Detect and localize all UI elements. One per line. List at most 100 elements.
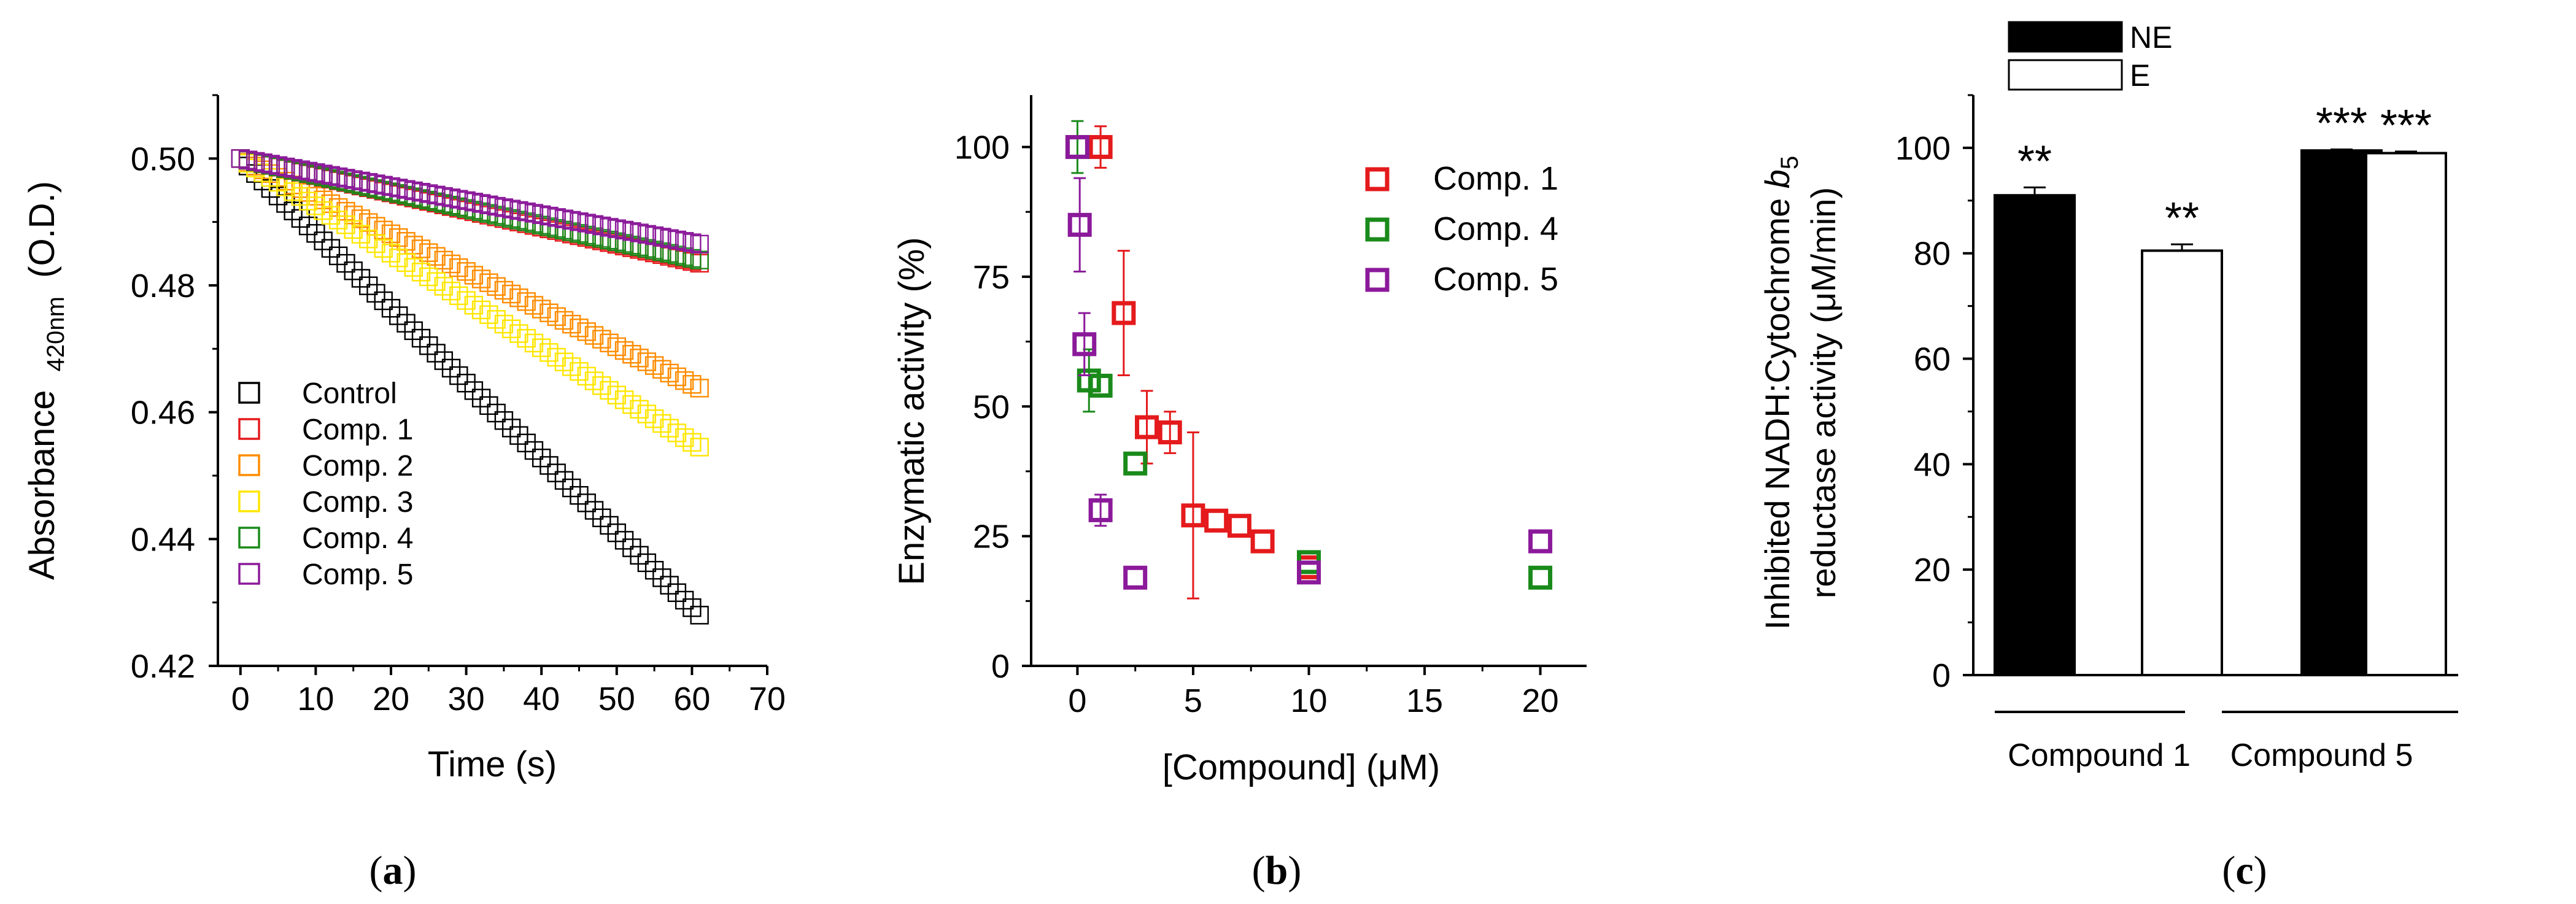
panel-a-point-0 <box>336 253 355 273</box>
panel-a-y-label-main: Absorbance <box>22 390 62 580</box>
panel-a-point-5 <box>683 233 702 252</box>
panel-a-point-2 <box>471 269 491 288</box>
panel-c-bar-ne <box>1994 194 2076 676</box>
panel-a-point-0 <box>501 419 521 438</box>
panel-a-point-3 <box>291 187 311 206</box>
panel-c-significance: *** <box>2380 101 2432 150</box>
panel-a-point-0 <box>411 328 431 348</box>
panel-b-point-2 <box>1067 212 1092 237</box>
panel-a-caption-letter: a <box>383 848 403 893</box>
panel-a-point-5 <box>268 156 288 175</box>
panel-a-point-2 <box>494 280 514 300</box>
panel-a-y-tick-label: 0.48 <box>131 268 195 304</box>
panel-a-point-5 <box>366 174 385 193</box>
panel-a-point-0 <box>517 433 536 453</box>
panel-a-point-0 <box>540 456 559 475</box>
panel-a-point-5 <box>328 167 348 187</box>
panel-a-point-5 <box>246 152 265 171</box>
panel-a-point-2 <box>411 239 431 258</box>
panel-b-point-0 <box>1158 420 1182 445</box>
panel-a-point-5 <box>494 198 514 217</box>
panel-c-caption-letter: c <box>2235 848 2253 893</box>
panel-c-bar-e <box>2141 249 2223 676</box>
panel-a-y-label-unit: (O.D.) <box>22 181 62 278</box>
panel-a-point-5 <box>306 163 325 182</box>
panel-a-point-2 <box>630 349 649 368</box>
panel-c-group-labels: Compound 1 Compound 5 <box>1995 711 2458 773</box>
panel-a-point-0 <box>366 284 385 303</box>
panel-c-y-tick-label: 20 <box>1914 552 1951 589</box>
panel-c-significance: *** <box>2316 99 2367 148</box>
panel-a-legend-marker <box>238 490 260 512</box>
panel-a-point-0 <box>532 449 551 468</box>
panel-c-legend-swatch <box>2008 21 2123 53</box>
panel-a-point-3 <box>419 267 438 287</box>
panel-b-enzymatic-activity-chart: 0 5 10 15 20 0 25 50 75 100 Comp. 1 Comp. 4 Comp. 5… <box>892 95 1587 893</box>
panel-a-point-2 <box>667 367 687 387</box>
panel-b-legend-marker <box>1365 167 1390 191</box>
panel-a-point-3 <box>667 423 687 442</box>
panel-a-point-2 <box>441 254 461 274</box>
panel-a-point-0 <box>683 598 702 617</box>
panel-b-x-tick-label: 10 <box>1290 682 1327 719</box>
panel-a-point-0 <box>494 411 514 430</box>
panel-a-point-0 <box>441 358 461 378</box>
panel-a-point-2 <box>592 330 611 349</box>
panel-c-legend-swatch <box>2008 59 2123 91</box>
panel-a-point-3 <box>306 196 325 215</box>
panel-a-point-3 <box>298 191 318 211</box>
panel-a-point-2 <box>427 247 446 266</box>
panel-a-point-0 <box>321 239 341 258</box>
panel-a-point-2 <box>577 322 596 341</box>
panel-a-point-0 <box>344 261 363 280</box>
panel-a-point-2 <box>321 194 341 214</box>
panel-b-legend-label: Comp. 5 <box>1433 261 1558 298</box>
panel-a-point-3 <box>404 258 423 277</box>
panel-b-y-tick-label: 0 <box>991 648 1010 685</box>
panel-a-point-5 <box>381 177 401 196</box>
panel-a-point-3 <box>607 385 626 404</box>
panel-a-legend-marker <box>238 563 260 585</box>
panel-a-data-marks <box>231 149 709 625</box>
panel-a-point-4 <box>600 230 619 250</box>
panel-b-caption: (b) <box>1252 848 1302 893</box>
panel-a-point-3 <box>457 291 476 310</box>
panel-a-point-3 <box>314 201 333 220</box>
panel-a-point-5 <box>554 209 574 228</box>
panel-a-point-3 <box>630 400 649 419</box>
panel-a-absorbance-chart: 0 10 20 30 40 50 60 70 0.42 0.44 0.46 0.48 0.50 Cont… <box>22 94 786 893</box>
panel-a-point-3 <box>524 333 544 353</box>
panel-a-point-2 <box>344 206 363 225</box>
panel-a-point-0 <box>675 590 694 610</box>
panel-c-y-tick-label: 0 <box>1932 657 1951 694</box>
panel-a-point-3 <box>501 319 521 339</box>
panel-b-y-tick-label: 50 <box>973 388 1010 425</box>
panel-a-point-5 <box>284 159 303 178</box>
panel-a-point-0 <box>306 224 325 243</box>
panel-a-point-0 <box>667 583 687 602</box>
panel-a-point-5 <box>396 180 416 199</box>
panel-b-point-0 <box>1088 135 1113 160</box>
panel-a-point-2 <box>540 303 559 322</box>
panel-c-y-label-line2: reductase activity (μM/min) <box>1804 187 1843 598</box>
panel-a-x-tick-label: 60 <box>673 681 710 717</box>
panel-a-point-0 <box>584 501 604 520</box>
panel-a-point-3 <box>374 239 393 258</box>
panel-b-point-0 <box>1297 555 1321 579</box>
panel-a-point-5 <box>644 226 664 245</box>
panel-a-point-2 <box>457 262 476 281</box>
panel-a-point-5 <box>351 171 371 191</box>
panel-a-point-5 <box>374 176 393 195</box>
panel-a-point-0 <box>562 478 581 498</box>
panel-a-point-0 <box>328 246 348 266</box>
panel-a-point-2 <box>637 352 657 371</box>
panel-a-point-5 <box>261 155 280 174</box>
panel-a-point-2 <box>607 337 626 357</box>
panel-a-point-0 <box>374 291 393 311</box>
panel-a-point-5 <box>509 201 528 220</box>
panel-b-point-0 <box>1227 514 1251 538</box>
panel-a-point-5 <box>389 179 408 198</box>
panel-b-x-tick-label: 5 <box>1184 682 1202 719</box>
panel-a-point-5 <box>660 229 679 248</box>
